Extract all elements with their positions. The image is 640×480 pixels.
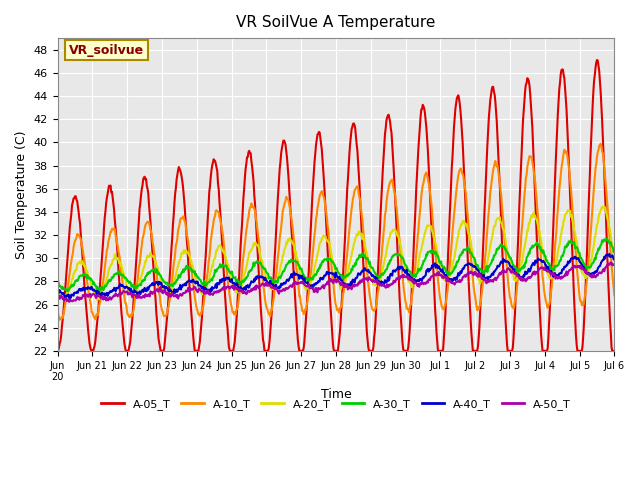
A-30_T [603, 236, 611, 241]
Text: VR_soilvue: VR_soilvue [68, 44, 144, 57]
A-10_T [426, 183, 433, 189]
A-50_T [426, 276, 433, 282]
A-20_T [611, 255, 618, 261]
A-40_T [120, 284, 127, 289]
A-05_T [250, 179, 257, 184]
A-10_T [222, 260, 230, 265]
A-10_T [250, 204, 257, 210]
A-20_T [600, 204, 608, 209]
Y-axis label: Soil Temperature (C): Soil Temperature (C) [15, 130, 28, 259]
A-40_T [605, 251, 613, 257]
A-05_T [54, 348, 61, 353]
A-30_T [611, 248, 618, 253]
Line: A-30_T: A-30_T [58, 239, 614, 291]
A-20_T [120, 270, 127, 276]
A-20_T [394, 233, 402, 239]
A-20_T [271, 284, 278, 290]
A-30_T [250, 260, 257, 265]
A-50_T [120, 288, 127, 294]
A-40_T [426, 266, 433, 272]
A-05_T [611, 348, 618, 354]
A-50_T [611, 261, 618, 267]
A-50_T [394, 276, 402, 281]
Line: A-50_T: A-50_T [58, 263, 614, 302]
A-05_T [426, 176, 433, 181]
A-05_T [88, 348, 96, 354]
Line: A-05_T: A-05_T [58, 60, 614, 351]
A-20_T [250, 241, 257, 247]
A-20_T [222, 255, 230, 261]
Line: A-20_T: A-20_T [58, 206, 614, 300]
A-10_T [120, 287, 127, 293]
A-50_T [607, 260, 614, 265]
A-20_T [93, 298, 101, 303]
Line: A-40_T: A-40_T [58, 254, 614, 298]
A-40_T [250, 279, 257, 285]
A-10_T [56, 317, 63, 323]
A-05_T [394, 261, 402, 266]
A-40_T [394, 264, 402, 270]
A-10_T [54, 312, 61, 318]
A-05_T [222, 307, 230, 312]
A-30_T [271, 279, 278, 285]
A-05_T [120, 332, 127, 338]
A-10_T [597, 141, 605, 146]
X-axis label: Time: Time [321, 388, 351, 401]
A-50_T [250, 285, 257, 291]
A-50_T [54, 295, 61, 300]
A-20_T [426, 223, 433, 228]
A-20_T [54, 287, 61, 292]
A-30_T [394, 252, 402, 258]
A-40_T [222, 275, 230, 280]
A-50_T [65, 299, 73, 305]
A-30_T [222, 263, 230, 268]
A-30_T [54, 278, 61, 284]
Legend: A-05_T, A-10_T, A-20_T, A-30_T, A-40_T, A-50_T: A-05_T, A-10_T, A-20_T, A-30_T, A-40_T, … [97, 394, 575, 414]
Title: VR SoilVue A Temperature: VR SoilVue A Temperature [236, 15, 436, 30]
A-40_T [611, 257, 618, 263]
A-05_T [593, 57, 601, 63]
A-50_T [271, 286, 278, 292]
A-10_T [394, 223, 402, 228]
A-05_T [271, 256, 278, 262]
A-40_T [54, 288, 61, 294]
A-40_T [65, 295, 73, 301]
A-30_T [426, 249, 433, 254]
A-50_T [222, 286, 230, 292]
A-30_T [65, 288, 72, 294]
A-40_T [271, 285, 278, 290]
A-10_T [611, 293, 618, 299]
A-30_T [120, 274, 127, 280]
A-10_T [271, 285, 278, 291]
Line: A-10_T: A-10_T [58, 144, 614, 320]
